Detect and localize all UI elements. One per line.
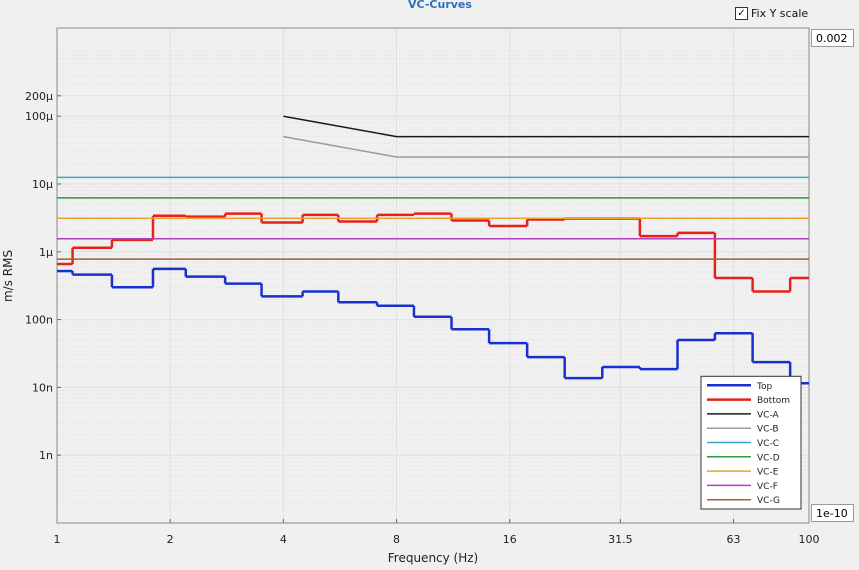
line xyxy=(283,135,809,158)
legend-label: VC-F xyxy=(757,482,778,492)
y-tick-label: 100μ xyxy=(25,110,53,123)
x-tick-label: 16 xyxy=(503,533,517,546)
y-tick-label: 1μ xyxy=(39,246,53,259)
x-tick-label: 63 xyxy=(727,533,741,546)
checkbox-label: Fix Y scale xyxy=(751,7,809,20)
x-tick-label: 1 xyxy=(54,533,61,546)
chart-title: VC-Curves xyxy=(408,0,472,11)
x-tick-label: 4 xyxy=(280,533,287,546)
y-tick-label: 10n xyxy=(32,381,53,394)
fix-y-scale[interactable]: ✓ Fix Y scale xyxy=(735,7,808,20)
legend-label: VC-G xyxy=(757,496,780,506)
step-line xyxy=(57,267,809,385)
legend-label: VC-B xyxy=(757,425,779,435)
x-tick-label: 31.5 xyxy=(608,533,633,546)
legend-label: VC-D xyxy=(757,453,780,463)
x-tick-label: 100 xyxy=(799,533,820,546)
legend-label: VC-A xyxy=(757,410,779,420)
plot-area xyxy=(56,27,810,524)
legend-label: VC-C xyxy=(757,439,779,449)
y-tick-label: 100n xyxy=(25,314,53,327)
x-tick-label: 2 xyxy=(167,533,174,546)
x-tick-label: 8 xyxy=(393,533,400,546)
y-tick-label: 10μ xyxy=(32,178,53,191)
legend-label: Bottom xyxy=(757,396,790,406)
legend-label: Top xyxy=(756,382,772,392)
ymax-input[interactable]: 0.002 xyxy=(811,29,854,47)
line xyxy=(283,115,809,138)
y-tick-label: 200μ xyxy=(25,90,53,103)
ymin-input[interactable]: 1e-10 xyxy=(811,504,854,522)
legend-label: VC-E xyxy=(757,468,779,478)
y-tick-label: 1n xyxy=(39,449,53,462)
checkbox[interactable]: ✓ xyxy=(735,7,748,20)
y-axis-label: m/s RMS xyxy=(1,250,15,302)
x-axis-label: Frequency (Hz) xyxy=(388,551,479,565)
